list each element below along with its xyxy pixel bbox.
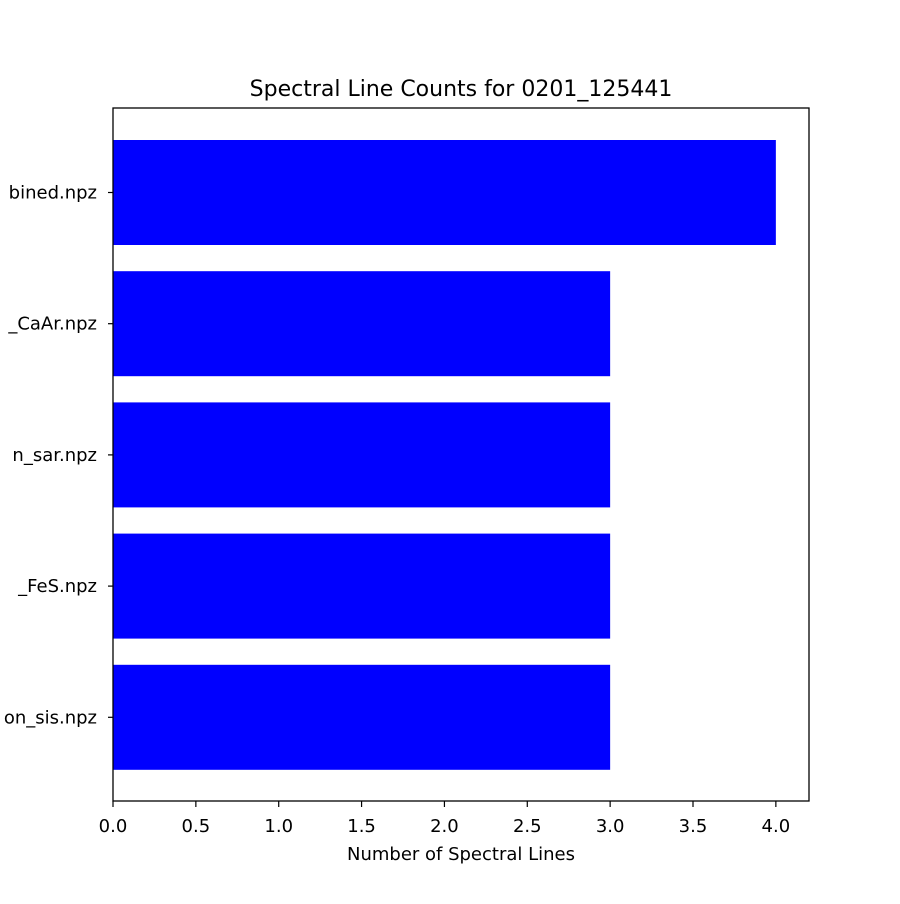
x-tick-label: 4.0	[762, 816, 791, 837]
x-tick-label: 0.0	[99, 816, 128, 837]
chart-title: Spectral Line Counts for 0201_125441	[250, 77, 673, 102]
bar	[113, 140, 776, 245]
y-tick-label: n_sar.npz	[12, 445, 97, 466]
x-tick-label: 3.5	[679, 816, 708, 837]
y-tick-label: _FeS.npz	[17, 576, 97, 597]
y-tick-label: on_sis.npz	[4, 707, 97, 728]
bar	[113, 402, 611, 508]
x-tick-label: 0.5	[182, 816, 211, 837]
x-tick-label: 2.5	[513, 816, 542, 837]
plot-frame	[112, 107, 810, 802]
bar	[113, 533, 611, 639]
x-tick-label: 1.0	[264, 816, 293, 837]
x-tick-label: 2.0	[430, 816, 459, 837]
x-axis-ticks: 0.0 0.5 1.0 1.5 2.0 2.5 3.0 3.5 4.0	[99, 801, 790, 837]
y-tick-label: _CaAr.npz	[7, 314, 97, 335]
x-tick-label: 1.5	[347, 816, 376, 837]
y-tick-label: bined.npz	[9, 183, 97, 204]
bar	[113, 271, 611, 377]
y-axis-ticks: bined.npz _CaAr.npz n_sar.npz _FeS.npz on_si…	[4, 183, 113, 728]
bars	[113, 140, 776, 770]
x-axis-label: Number of Spectral Lines	[347, 844, 575, 865]
bar	[113, 664, 611, 770]
x-tick-label: 3.0	[596, 816, 625, 837]
